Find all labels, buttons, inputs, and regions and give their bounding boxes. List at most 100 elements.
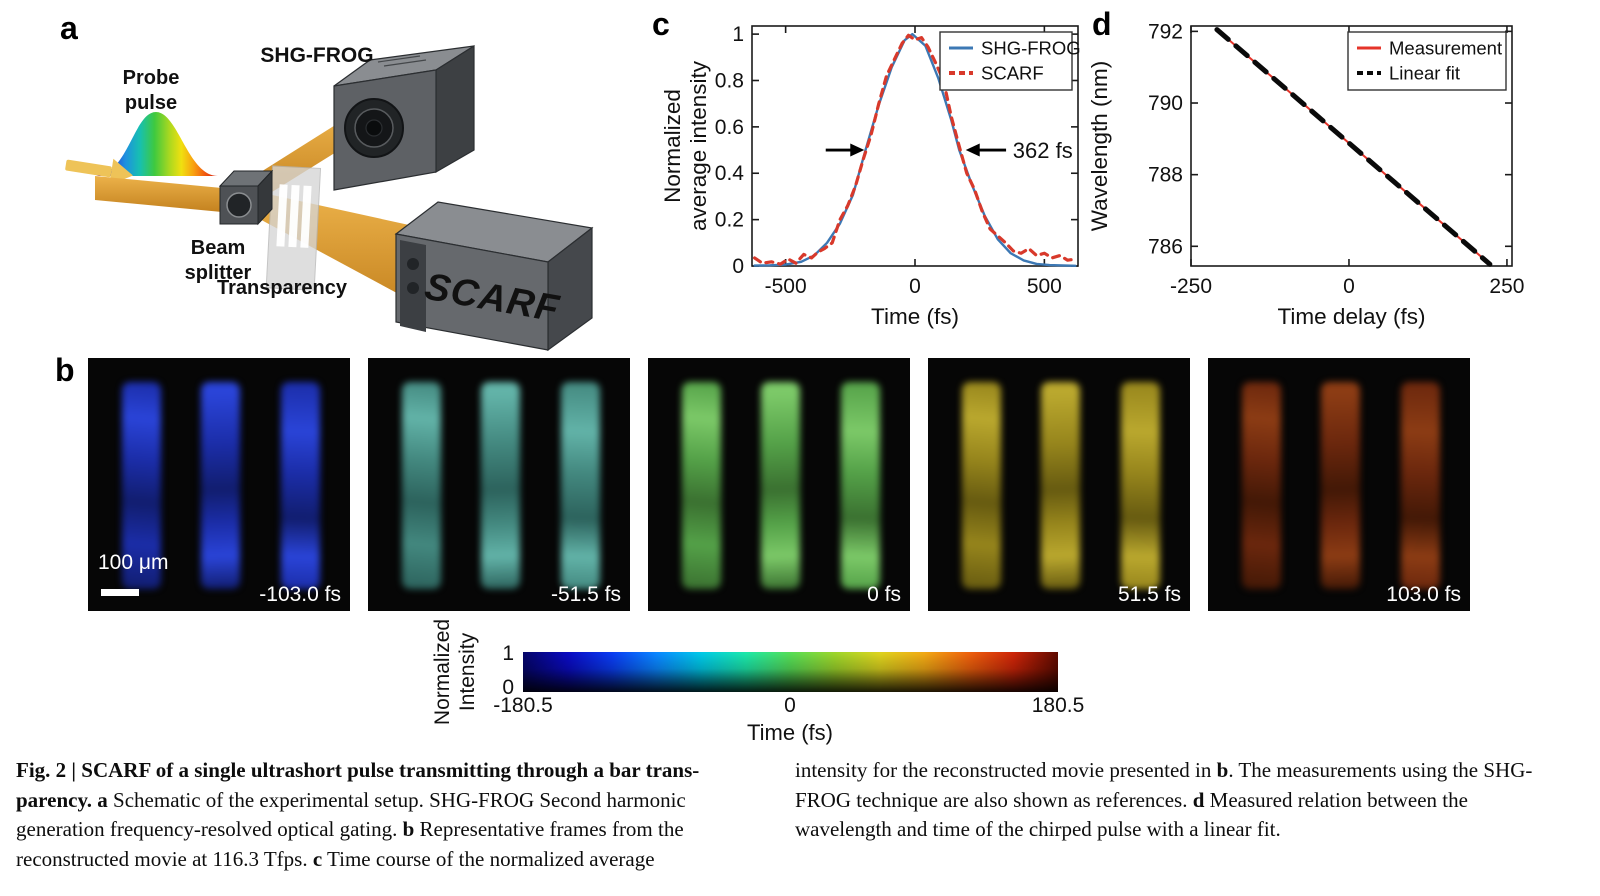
x-tick-label: -250 [1170,275,1212,298]
x-axis-label: Time (fs) [871,304,959,329]
y-tick-label: 0.4 [715,162,745,185]
transparency-bar-2 [1320,382,1360,590]
transparency-bar-1 [122,382,162,590]
beam-splitter-cube [218,169,274,226]
frame-time-label: 103.0 fs [1386,583,1461,606]
colorbar-tick-1: 1 [502,642,514,665]
colorbar-x-axis-label: Time (fs) [747,720,833,745]
legend-label: Measurement [1389,38,1502,59]
colorbar-y-axis-label: Normalized Intensity [385,602,525,742]
transparency-bar-1 [962,382,1002,590]
y-tick-label: 1 [732,23,744,46]
fwhm-annotation-label: 362 fs [1013,138,1073,163]
legend-label: Linear fit [1389,63,1460,84]
caption-ref-b: b [402,817,415,841]
colorbar [523,652,1058,692]
legend-label: SCARF [981,63,1044,84]
y-tick-label: 0.6 [715,116,744,139]
transparency-bar-3 [560,382,600,590]
caption-segment: . The measurements using the SHG-FROG te… [795,758,1533,812]
caption-ref-d: d [1192,787,1205,812]
caption-segment: Time course of the normalized average [322,846,655,871]
probe-pulse-label-line2: pulse [125,92,177,114]
plot-box [1190,25,1513,267]
panel-label-c: c [652,6,670,42]
y-tick-label: 788 [1148,164,1183,187]
movie-frame: 103.0 fs [1208,358,1470,611]
y-axis-label: Wavelength (nm) [1087,61,1112,231]
input-beam [95,176,222,212]
panel-label-d: d [1092,6,1112,42]
y-tick-label: 0.2 [715,209,744,232]
figure-caption-right: intensity for the reconstructed movie pr… [795,756,1551,845]
shg-frog-label: SHG-FROG [260,44,373,67]
transparency-bar-1 [402,382,442,590]
scale-bar-label: 100 μm [98,551,169,574]
panel-label-b: b [55,352,75,388]
setup-schematic: SCARF Probe pulse SHG-FROG Beam splitter… [65,44,594,352]
transparency-bar-1 [1242,382,1282,590]
fwhm-arrowhead-icon [850,143,865,157]
y-tick-label: 792 [1148,20,1183,43]
transparency-bar-1 [682,382,722,590]
panel-c-chart: -500 0 500 0 0.2 0.4 0.6 0.8 1 Time (fs) Normalize… [660,23,1081,329]
caption-segment: Schematic of the experimental setup. SHG… [16,787,686,842]
colorbar-tick-0: 0 [502,676,514,699]
y-tick-label: 790 [1148,92,1183,115]
legend-label: SHG-FROG [981,38,1081,59]
figure-caption-left: Fig. 2 | SCARF of a single ultrashort pu… [16,756,772,874]
beam-splitter-label-line1: Beam [191,237,245,259]
caption-ref-b2: b [1216,758,1229,782]
beam-splitter-label-line2: splitter [185,262,252,284]
caption-segment: Representative frames from the reconstru… [16,817,684,871]
scarf-camera: SCARF [394,201,594,352]
transparency-bar-3 [1120,382,1160,590]
panel-label-a: a [60,10,78,46]
probe-pulse-label-line1: Probe [123,67,180,89]
fwhm-arrowhead-icon [965,143,980,157]
frame-time-label: -51.5 fs [550,583,621,606]
x-tick-label: 0 [909,275,921,298]
colorbar-xtick-zero: 0 [784,694,796,717]
x-tick-label: 250 [1489,275,1524,298]
probe-pulse-spectrum [96,112,218,176]
y-tick-label: 0.8 [715,69,744,92]
movie-frame: 100 μm -103.0 fs [88,358,350,611]
colorbar-ylabel-line1: Normalized [430,618,454,726]
x-tick-label: 500 [1027,275,1062,298]
y-axis-label: average intensity [686,60,711,231]
scale-bar [101,589,139,596]
y-axis-label: Normalized [660,89,685,203]
transparency-bar-3 [280,382,320,590]
movie-frame: 51.5 fs [928,358,1190,611]
legend-box [939,31,1073,91]
transparency-plate [265,165,322,291]
caption-ref-c: c [312,846,323,871]
frame-time-label: 0 fs [867,583,901,606]
transparency-bar-2 [480,382,520,590]
movie-frame: 0 fs [648,358,910,611]
caption-segment: Measured relation between the wavelength… [795,787,1468,842]
transparency-bar-2 [200,382,240,590]
y-tick-label: 786 [1148,235,1183,258]
series-scarf [752,33,1078,266]
x-tick-label: 0 [1343,275,1355,298]
caption-ref-a: a [97,787,108,812]
colorbar-xtick-min: -180.5 [493,694,553,717]
panel-d-chart: -250 0 250 786 788 790 792 Time delay (fs) Wavel… [1087,20,1524,329]
frame-time-label: -103.0 fs [259,583,341,606]
legend-box [1347,31,1507,91]
movie-frames-row: 100 μm -103.0 fs -51.5 fs 0 fs 51.5 fs [88,358,1480,611]
transparency-bar-3 [840,382,880,590]
y-tick-label: 0 [732,255,744,278]
movie-frame: -51.5 fs [368,358,630,611]
x-axis-label: Time delay (fs) [1278,304,1426,329]
series-linear-fit [1214,27,1493,267]
transparency-bar-2 [1040,382,1080,590]
transparency-label: Transparency [217,277,348,299]
caption-segment: intensity for the reconstructed movie pr… [795,758,1217,782]
caption-title: Fig. 2 | SCARF of a single ultrashort pu… [16,758,700,812]
colorbar-xtick-max: 180.5 [1031,694,1085,717]
x-tick-label: -500 [765,275,807,298]
